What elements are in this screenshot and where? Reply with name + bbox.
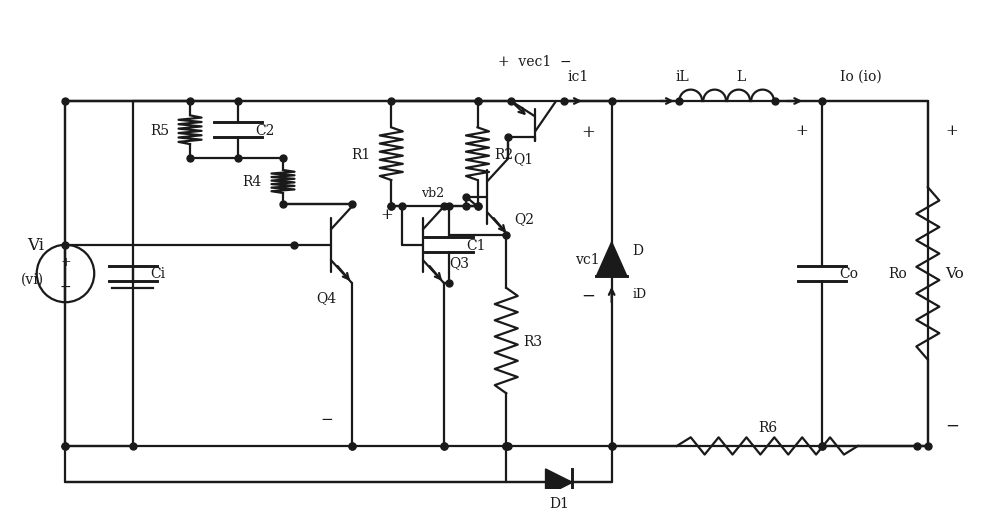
Polygon shape [596,242,627,277]
Text: Ci: Ci [150,267,165,281]
Text: vb2: vb2 [421,186,444,199]
Text: L: L [736,70,746,84]
Text: R6: R6 [758,420,777,434]
Text: +: + [581,124,595,141]
Text: Io (io): Io (io) [840,70,882,84]
Text: R4: R4 [243,175,262,189]
Text: D: D [633,243,644,257]
Text: Vo: Vo [945,267,964,281]
Text: Co: Co [840,267,859,281]
Text: +: + [380,208,393,221]
Text: +: + [795,124,808,137]
Text: +: + [945,124,958,137]
Text: D1: D1 [549,496,569,509]
Text: +: + [60,255,71,268]
Text: R1: R1 [351,148,370,161]
Text: (vi): (vi) [21,272,44,286]
Text: Q1: Q1 [513,152,534,166]
Text: vc1: vc1 [575,252,600,267]
Text: Ro: Ro [888,267,907,281]
Text: R2: R2 [495,148,514,161]
Text: +  vec1  −: + vec1 − [498,54,572,69]
Text: R3: R3 [523,334,543,348]
Text: −: − [945,416,959,434]
Text: Q4: Q4 [316,291,336,305]
Text: −: − [321,412,333,426]
Text: Vi: Vi [27,237,44,253]
Text: Q3: Q3 [450,256,470,269]
Text: C1: C1 [466,238,486,252]
Text: ic1: ic1 [568,70,589,84]
Text: C2: C2 [255,124,275,137]
Text: Q2: Q2 [514,211,534,225]
Text: −: − [581,288,595,304]
Text: iL: iL [676,70,689,84]
Text: iD: iD [633,288,647,300]
Text: R5: R5 [150,124,169,137]
Text: −: − [60,279,71,293]
Polygon shape [546,469,572,496]
